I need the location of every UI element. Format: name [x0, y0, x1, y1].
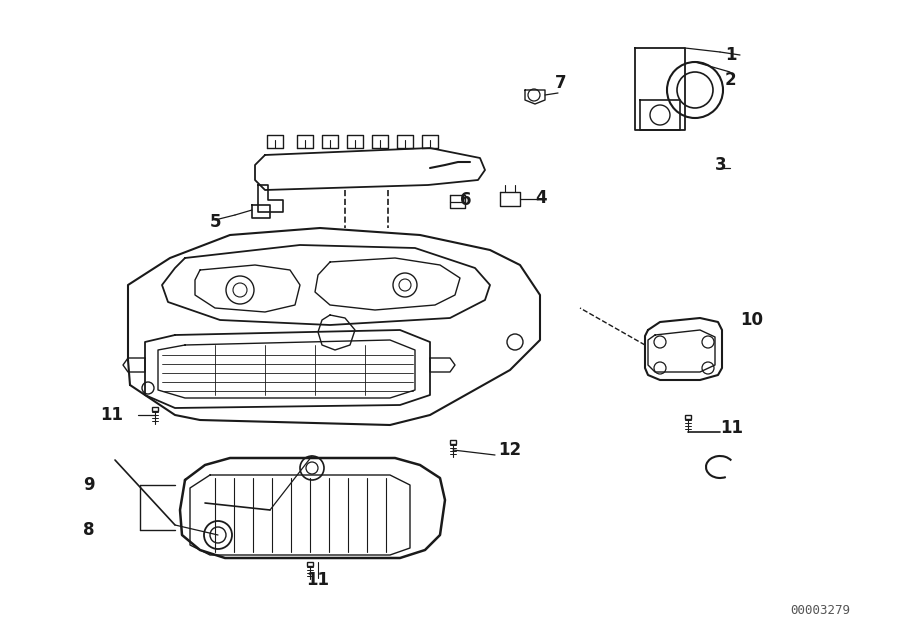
Bar	[152, 407, 158, 411]
Text: 12: 12	[498, 441, 521, 459]
Text: 5: 5	[210, 213, 221, 231]
Text: 11: 11	[100, 406, 123, 424]
Text: 1: 1	[725, 46, 736, 64]
Text: 2: 2	[725, 71, 736, 89]
Text: 11: 11	[307, 571, 329, 589]
Text: 11: 11	[720, 419, 743, 437]
Text: 10: 10	[740, 311, 763, 329]
Text: 4: 4	[535, 189, 546, 207]
Bar	[307, 562, 313, 566]
Bar	[685, 415, 691, 419]
Text: 00003279: 00003279	[790, 603, 850, 617]
Text: 3: 3	[715, 156, 726, 174]
Text: 8: 8	[84, 521, 95, 539]
Text: 9: 9	[84, 476, 95, 494]
Bar	[450, 440, 456, 444]
Text: 7: 7	[555, 74, 567, 92]
Text: 6: 6	[460, 191, 472, 209]
